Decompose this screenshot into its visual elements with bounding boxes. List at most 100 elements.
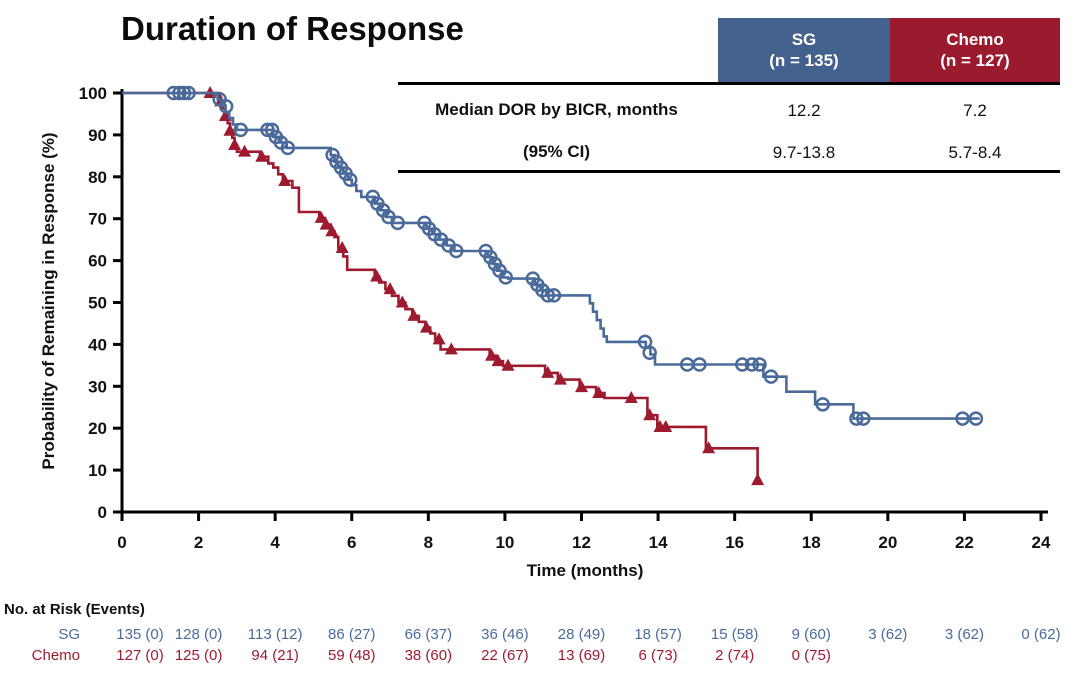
censor-mark-circle xyxy=(233,122,248,138)
y-tick-label: 100 xyxy=(79,84,107,103)
censor-mark-circle xyxy=(763,369,779,384)
censor-mark-circle xyxy=(260,122,275,138)
censor-mark-triangle xyxy=(541,365,555,378)
censor-mark-circle xyxy=(856,411,871,426)
censor-mark-circle xyxy=(752,357,767,372)
risk-value: 113 (12) xyxy=(247,626,303,643)
censor-mark-triangle xyxy=(335,241,349,254)
x-tick-label: 8 xyxy=(424,533,433,552)
summary-header-sg: SG (n = 135) xyxy=(718,18,890,82)
censor-mark-triangle xyxy=(575,380,588,393)
censor-mark-circle xyxy=(968,411,984,426)
risk-row-label-sg: SG xyxy=(58,626,80,643)
y-tick-label: 90 xyxy=(88,126,107,145)
censor-mark-circle xyxy=(692,357,707,372)
risk-value: 2 (74) xyxy=(715,647,755,664)
censor-mark-triangle xyxy=(751,473,765,486)
censor-mark-circle xyxy=(849,411,864,426)
censor-mark-circle xyxy=(498,270,513,285)
censor-mark-triangle xyxy=(419,320,433,333)
censor-mark-circle xyxy=(955,411,970,426)
censor-mark-triangle xyxy=(624,391,638,404)
chart-title: Duration of Response xyxy=(121,10,464,47)
censor-mark-triangle xyxy=(395,295,409,308)
censor-mark-circle xyxy=(172,85,187,101)
censor-mark-triangle xyxy=(370,269,384,282)
risk-value: 36 (46) xyxy=(481,626,529,643)
censor-mark-triangle xyxy=(432,332,446,345)
risk-value: 0 (75) xyxy=(791,647,831,664)
y-tick-label: 30 xyxy=(88,377,107,396)
risk-value: 38 (60) xyxy=(404,647,453,664)
censor-mark-circle xyxy=(264,122,280,138)
risk-value: 66 (37) xyxy=(404,626,453,643)
censor-mark-triangle xyxy=(319,217,333,230)
risk-value: 127 (0) xyxy=(116,647,164,664)
censor-mark-triangle xyxy=(501,358,515,371)
censor-mark-triangle xyxy=(314,210,328,223)
risk-row-label-chemo: Chemo xyxy=(31,647,80,664)
censor-mark-triangle xyxy=(592,386,606,399)
risk-value: 135 (0) xyxy=(116,626,164,643)
x-tick-label: 0 xyxy=(117,533,126,552)
x-tick-label: 6 xyxy=(347,533,356,552)
x-tick-label: 2 xyxy=(194,533,203,552)
x-tick-label: 10 xyxy=(495,533,514,552)
censor-mark-circle xyxy=(540,288,556,303)
summary-header-sg-n: (n = 135) xyxy=(769,51,839,70)
risk-value: 22 (67) xyxy=(481,647,529,664)
censor-mark-circle xyxy=(642,345,657,361)
risk-value: 86 (27) xyxy=(327,626,376,643)
censor-mark-circle xyxy=(280,140,296,156)
censor-mark-triangle xyxy=(702,441,716,454)
censor-mark-triangle xyxy=(444,342,458,355)
x-axis-label: Time (months) xyxy=(526,561,644,580)
y-tick-label: 0 xyxy=(98,503,107,522)
censor-mark-triangle xyxy=(255,149,269,162)
censor-mark-triangle xyxy=(485,348,499,361)
y-tick-label: 50 xyxy=(88,294,107,313)
censor-mark-triangle xyxy=(491,354,505,367)
risk-value: 28 (49) xyxy=(557,626,606,643)
censor-mark-circle xyxy=(735,357,750,372)
censor-mark-triangle xyxy=(553,372,567,385)
km-plot-svg: 0 2 4 6 8 10 12 14 16 18 20 22 240102030405060708090… xyxy=(79,84,1051,552)
censor-mark-circle xyxy=(546,288,562,303)
x-tick-label: 12 xyxy=(572,533,591,552)
summary-table-bottom-rule xyxy=(398,170,1060,173)
risk-value: 0 (62) xyxy=(1021,626,1061,643)
censor-mark-triangle xyxy=(325,224,339,237)
y-tick-label: 70 xyxy=(88,210,107,229)
risk-value: 18 (57) xyxy=(634,626,682,643)
x-tick-label: 14 xyxy=(649,533,668,552)
risk-value: 59 (48) xyxy=(327,647,376,664)
summary-ci-sg: 9.7-13.8 xyxy=(772,143,836,162)
censor-mark-triangle xyxy=(383,282,397,295)
summary-header-sg-label: SG xyxy=(791,29,817,49)
summary-header-chemo-n: (n = 127) xyxy=(940,51,1010,70)
risk-value: 6 (73) xyxy=(638,647,678,664)
y-tick-label: 80 xyxy=(88,168,107,187)
summary-ci-chemo: 5.7-8.4 xyxy=(948,143,1002,162)
summary-median-chemo: 7.2 xyxy=(963,101,987,120)
risk-value: 13 (69) xyxy=(557,647,606,664)
censor-mark-circle xyxy=(390,215,405,231)
summary-header-chemo-label: Chemo xyxy=(946,29,1004,49)
censor-mark-triangle xyxy=(659,419,673,432)
risk-table-title: No. at Risk (Events) xyxy=(4,601,145,618)
x-tick-label: 22 xyxy=(955,533,974,552)
risk-value: 3 (62) xyxy=(944,626,984,643)
x-tick-label: 16 xyxy=(725,533,744,552)
summary-row-label-ci: (95% CI) xyxy=(522,142,591,161)
risk-value: 15 (58) xyxy=(710,626,759,643)
censor-mark-circle xyxy=(744,357,760,372)
x-tick-label: 20 xyxy=(878,533,897,552)
y-tick-label: 60 xyxy=(88,252,107,271)
x-tick-label: 18 xyxy=(802,533,821,552)
x-tick-label: 24 xyxy=(1032,533,1051,552)
risk-value: 9 (60) xyxy=(791,626,831,643)
y-tick-label: 20 xyxy=(88,419,107,438)
censor-mark-circle xyxy=(166,85,181,101)
censor-mark-triangle xyxy=(238,144,252,157)
risk-value: 125 (0) xyxy=(174,647,223,664)
